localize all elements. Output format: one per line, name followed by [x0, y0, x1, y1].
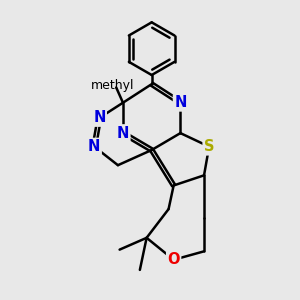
Text: methyl: methyl	[90, 79, 134, 92]
Text: S: S	[204, 139, 214, 154]
Text: N: N	[174, 95, 187, 110]
Text: N: N	[117, 126, 129, 141]
Text: N: N	[93, 110, 106, 125]
Text: N: N	[88, 139, 100, 154]
Text: O: O	[167, 252, 180, 267]
